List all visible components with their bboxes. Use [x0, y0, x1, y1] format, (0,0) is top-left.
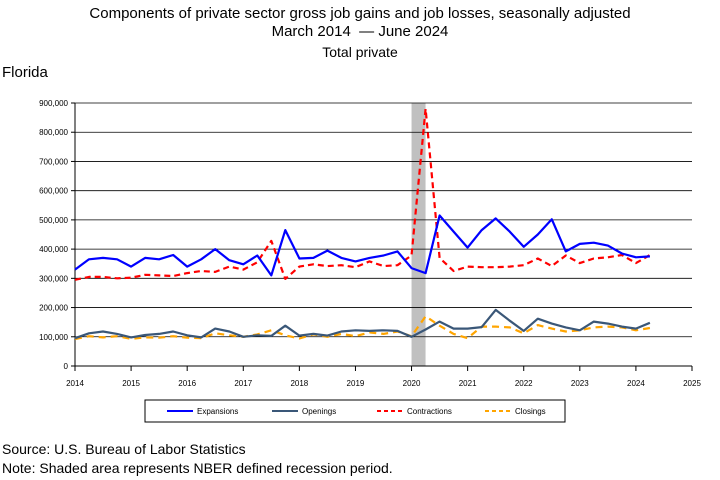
- legend-label-closings: Closings: [515, 407, 546, 416]
- legend-label-expansions: Expansions: [197, 407, 238, 416]
- recession-layer: [411, 103, 426, 366]
- recession-note: Note: Shaded area represents NBER define…: [2, 460, 393, 476]
- x-tick-label: 2023: [571, 379, 589, 388]
- chart-subtitle-sector: Total private: [322, 44, 398, 60]
- y-tick-label: 500,000: [39, 216, 68, 225]
- x-tick-label: 2020: [403, 379, 421, 388]
- x-tick-label: 2016: [178, 379, 196, 388]
- x-tick-label: 2022: [515, 379, 533, 388]
- series-line-expansions: [74, 214, 650, 277]
- legend: Expansions Openings Contractions Closings: [144, 399, 566, 423]
- legend-label-openings: Openings: [302, 407, 336, 416]
- x-tick-label: 2014: [66, 379, 84, 388]
- y-tick-label: 600,000: [39, 187, 68, 196]
- legend-label-contractions: Contractions: [407, 407, 452, 416]
- series-line-openings: [74, 308, 651, 340]
- date-range-start: March 2014: [271, 23, 351, 40]
- chart-subtitle-date-range: March 2014 — June 2024: [0, 23, 720, 41]
- x-tick-label: 2021: [459, 379, 477, 388]
- x-tick-label: 2019: [347, 379, 365, 388]
- x-tick-label: 2024: [627, 379, 645, 388]
- axes: 0 100,000 200,000 300,000 400,000 500,000 600,…: [39, 99, 701, 388]
- series-line-closings: [74, 315, 651, 341]
- y-tick-label: 300,000: [39, 274, 68, 283]
- chart-title: Components of private sector gross job g…: [89, 5, 631, 22]
- series-line-contractions: [74, 107, 651, 281]
- x-tick-label: 2017: [234, 379, 252, 388]
- x-tick-label: 2015: [122, 379, 140, 388]
- legend-box: [144, 399, 566, 423]
- chart-svg: 0 100,000 200,000 300,000 400,000 500,000 600,…: [39, 99, 701, 423]
- date-range-end: June 2024: [378, 23, 449, 40]
- date-range-dash: —: [354, 23, 375, 40]
- y-tick-label: 200,000: [39, 304, 68, 313]
- y-tick-label: 800,000: [39, 128, 68, 137]
- y-tick-label: 100,000: [39, 333, 68, 342]
- recession-band: [411, 103, 426, 366]
- y-tick-label: 700,000: [39, 157, 68, 166]
- series-layer: [74, 107, 651, 341]
- x-tick-label: 2025: [683, 379, 701, 388]
- y-tick-label: 400,000: [39, 245, 68, 254]
- x-tick-label: 2018: [290, 379, 308, 388]
- source-note: Source: U.S. Bureau of Labor Statistics: [2, 441, 246, 457]
- y-tick-label: 0: [64, 362, 69, 371]
- region-label: Florida: [2, 64, 48, 81]
- y-tick-label: 900,000: [39, 99, 68, 108]
